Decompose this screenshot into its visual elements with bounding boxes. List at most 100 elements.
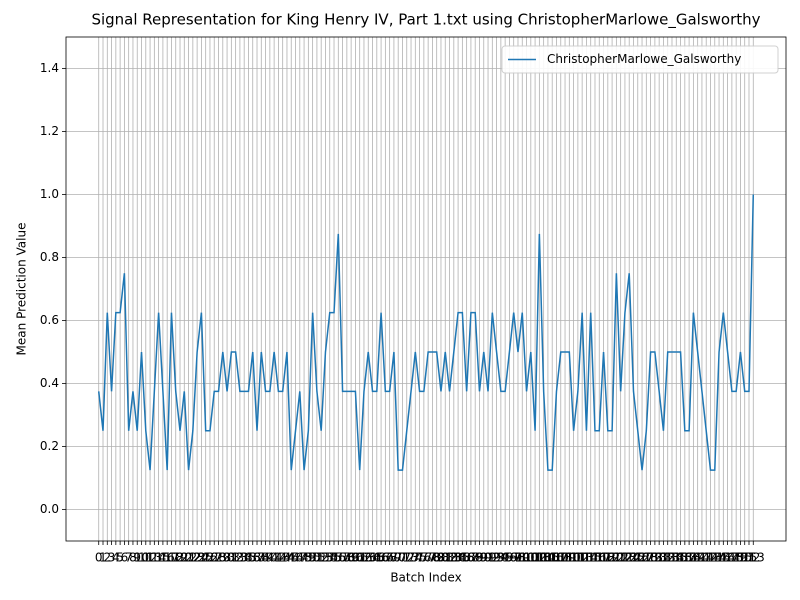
x-tick-label: 84 (450, 551, 465, 565)
x-tick-label: 151 (733, 551, 756, 565)
x-tick-label: 12 (142, 551, 157, 565)
x-tick-label: 131 (648, 551, 671, 565)
x-tick-label: 67 (378, 551, 393, 565)
x-tick-label: 29 (215, 551, 230, 565)
x-tick-label: 93 (489, 551, 504, 565)
x-tick-label: 135 (665, 551, 688, 565)
x-tick-label: 137 (673, 551, 696, 565)
x-tick-label: 144 (703, 551, 726, 565)
x-tick-label: 1 (99, 551, 107, 565)
x-tick-label: 81 (438, 551, 453, 565)
legend-box (501, 45, 779, 74)
x-tick-label: 78 (425, 551, 440, 565)
x-tick-label: 3 (108, 551, 116, 565)
x-tick-label: 85 (455, 551, 470, 565)
x-tick-label: 104 (532, 551, 555, 565)
x-tick-label: 88 (468, 551, 483, 565)
x-tick-label: 143 (699, 551, 722, 565)
x-tick-label: 71 (395, 551, 410, 565)
x-tick-label: 125 (622, 551, 645, 565)
x-tick-label: 132 (652, 551, 675, 565)
x-tick-label: 99 (515, 551, 530, 565)
x-tick-label: 66 (373, 551, 388, 565)
x-tick-label: 7 (125, 551, 133, 565)
x-tick-label: 15 (155, 551, 170, 565)
x-tick-label: 115 (579, 551, 602, 565)
x-tick-label: 70 (391, 551, 406, 565)
legend-label: ChristopherMarlowe_Galsworthy (547, 52, 741, 66)
x-tick-label: 49 (301, 551, 316, 565)
x-tick-label: 52 (314, 551, 329, 565)
x-tick-label: 107 (545, 551, 568, 565)
x-tick-label: 148 (720, 551, 743, 565)
x-tick-label: 40 (262, 551, 277, 565)
x-tick-label: 27 (207, 551, 222, 565)
x-tick-label: 123 (613, 551, 636, 565)
x-tick-label: 136 (669, 551, 692, 565)
x-tick-label: 119 (596, 551, 619, 565)
x-tick-label: 23 (189, 551, 204, 565)
x-tick-label: 77 (420, 551, 435, 565)
x-tick-label: 100 (515, 551, 538, 565)
x-tick-label: 30 (219, 551, 234, 565)
x-tick-label: 150 (729, 551, 752, 565)
x-tick-label: 47 (292, 551, 307, 565)
x-tick-label: 20 (177, 551, 192, 565)
x-tick-label: 62 (356, 551, 371, 565)
x-tick-label: 130 (643, 551, 666, 565)
x-tick-label: 111 (562, 551, 585, 565)
chart-title: Signal Representation for King Henry IV,… (91, 11, 760, 30)
x-tick-label: 80 (433, 551, 448, 565)
plot-frame (65, 36, 787, 542)
x-tick-label: 28 (211, 551, 226, 565)
x-tick-label: 14 (151, 551, 166, 565)
x-tick-label: 34 (237, 551, 252, 565)
x-tick-label: 5 (116, 551, 124, 565)
x-tick-label: 33 (232, 551, 247, 565)
x-tick-label: 90 (476, 551, 491, 565)
x-tick-label: 51 (309, 551, 324, 565)
x-axis-label: Batch Index (390, 571, 461, 585)
x-tick-label: 113 (571, 551, 594, 565)
x-tick-label: 74 (408, 551, 423, 565)
x-tick-label: 98 (510, 551, 525, 565)
x-tick-label: 91 (480, 551, 495, 565)
x-tick-label: 146 (712, 551, 735, 565)
x-tick-label: 94 (493, 551, 508, 565)
x-tick-label: 86 (459, 551, 474, 565)
x-tick-label: 106 (541, 551, 564, 565)
x-tick-label: 37 (249, 551, 264, 565)
x-tick-label: 118 (592, 551, 615, 565)
x-tick-label: 9 (133, 551, 141, 565)
x-tick-label: 87 (463, 551, 478, 565)
x-tick-label: 54 (322, 551, 337, 565)
x-tick-label: 24 (194, 551, 209, 565)
x-tick-label: 25 (198, 551, 213, 565)
x-tick-label: 141 (690, 551, 713, 565)
x-tick-label: 75 (412, 551, 427, 565)
x-tick-label: 124 (618, 551, 641, 565)
x-tick-label: 82 (442, 551, 457, 565)
x-tick-label: 69 (386, 551, 401, 565)
y-tick-label: 0.8 (40, 250, 59, 264)
x-tick-label: 114 (575, 551, 598, 565)
y-axis-label: Mean Prediction Value (15, 223, 29, 356)
x-tick-label: 142 (695, 551, 718, 565)
x-tick-label: 101 (519, 551, 542, 565)
x-tick-label: 39 (258, 551, 273, 565)
x-tick-label: 73 (403, 551, 418, 565)
x-tick-label: 46 (288, 551, 303, 565)
x-tick-label: 72 (399, 551, 414, 565)
x-tick-label: 36 (245, 551, 260, 565)
x-tick-label: 55 (326, 551, 341, 565)
x-tick-label: 57 (335, 551, 350, 565)
x-tick-label: 58 (339, 551, 354, 565)
x-tick-label: 103 (528, 551, 551, 565)
x-tick-label: 116 (584, 551, 607, 565)
x-tick-label: 126 (626, 551, 649, 565)
x-tick-label: 41 (266, 551, 281, 565)
x-tick-label: 59 (343, 551, 358, 565)
x-tick-label: 4 (112, 551, 120, 565)
x-tick-label: 112 (566, 551, 589, 565)
